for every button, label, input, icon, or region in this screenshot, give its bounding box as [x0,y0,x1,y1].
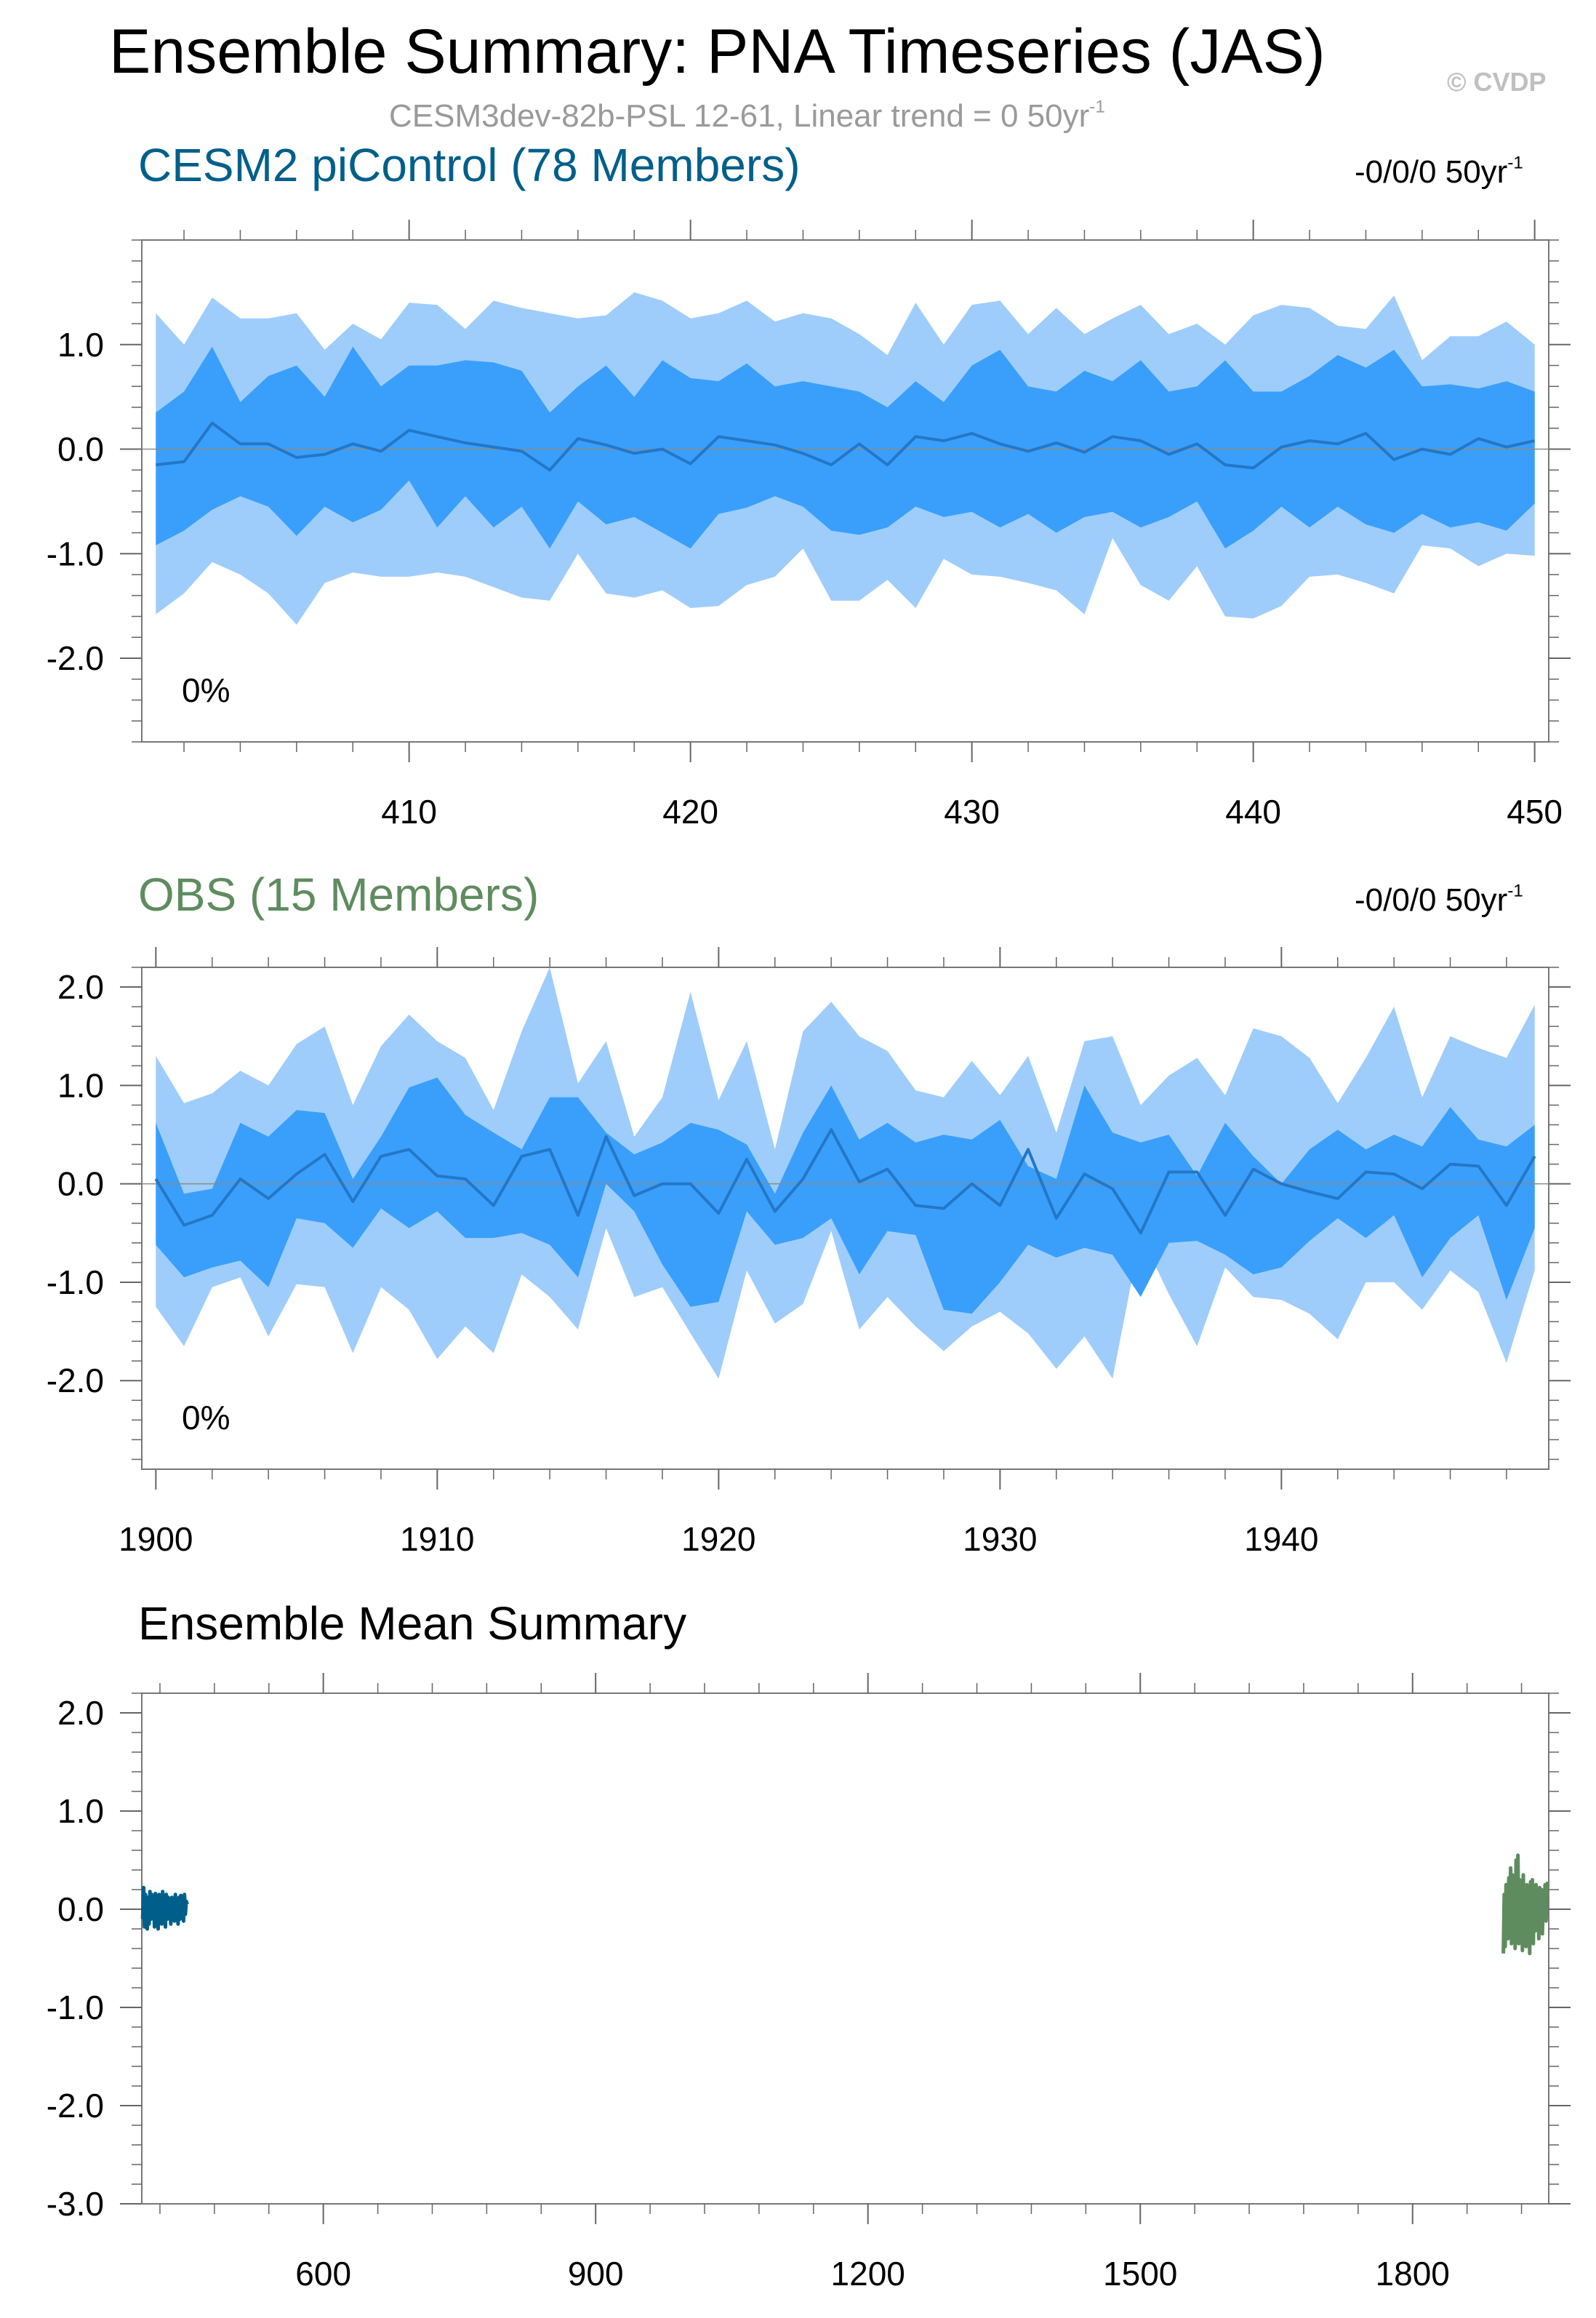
y-tick-label: 1.0 [57,1066,104,1104]
x-tick-label: 420 [662,793,718,831]
x-tick-label: 1930 [963,1520,1037,1558]
panel1-trend-text: -0/0/0 50yr [1355,154,1508,190]
subtitle-sup: -1 [1089,97,1105,117]
panel2-axes: 2.0 1.0 0.0 -1.0 -2.0 1900 1910 1920 1930 1940 0% [47,947,1571,1558]
panel2-title: OBS (15 Members) [138,868,540,921]
x-tick-label: 1920 [681,1520,755,1558]
plot-frame [141,967,1549,1470]
x-tick-label: 900 [568,2255,624,2293]
x-tick-label: 1800 [1376,2255,1450,2293]
x-tick-label: 1200 [831,2255,905,2293]
y-tick-label: -2.0 [47,639,104,677]
copyright-label: © CVDP [1447,67,1547,97]
y-tick-label: 0.0 [57,1165,104,1203]
subtitle: CESM3dev-82b-PSL 12-61, Linear trend = 0… [389,98,1105,135]
x-tick-label: 450 [1507,793,1563,831]
x-tick-label: 600 [295,2255,351,2293]
percent-label: 0% [182,671,230,709]
y-tick-label: -1.0 [47,535,104,572]
x-tick-label: 1940 [1244,1520,1318,1558]
y-tick-label: 0.0 [57,431,104,468]
panel2-trend-sup: -1 [1507,881,1523,901]
x-tick-label: 440 [1225,793,1281,831]
y-tick-label: -2.0 [47,2087,104,2125]
y-tick-label: 2.0 [57,1694,104,1732]
percent-label: 0% [182,1399,230,1436]
panel1-axes: 1.0 0.0 -1.0 -2.0 410 420 430 440 450 0% [47,220,1571,831]
x-tick-label: 410 [381,793,437,831]
obs-mean-line [1501,1853,1550,1956]
x-tick-label: 1500 [1103,2255,1177,2293]
y-tick-label: 1.0 [57,326,104,364]
mean-line [156,421,1536,472]
panel1-trend-sup: -1 [1507,153,1523,173]
x-tick-label: 1900 [119,1520,193,1558]
panel2-trend-text: -0/0/0 50yr [1355,882,1508,918]
inner-band [156,346,1535,549]
panel3-title: Ensemble Mean Summary [138,1597,687,1650]
y-tick-label: -1.0 [47,1989,104,2026]
main-title: Ensemble Summary: PNA Timeseries (JAS) [109,17,1326,87]
panel1-title: CESM2 piControl (78 Members) [138,139,801,191]
mean-line [154,1128,1536,1235]
panel1-trend: -0/0/0 50yr-1 [1355,154,1523,191]
subtitle-text: CESM3dev-82b-PSL 12-61, Linear trend = 0… [389,98,1090,134]
y-tick-label: -3.0 [47,2185,104,2223]
x-tick-label: 1910 [400,1520,474,1558]
y-tick-label: 0.0 [57,1890,104,1928]
y-tick-label: 1.0 [57,1792,104,1830]
panel2-trend: -0/0/0 50yr-1 [1355,882,1523,919]
x-tick-label: 430 [944,793,1000,831]
y-tick-label: -2.0 [47,1362,104,1399]
y-tick-label: 2.0 [57,968,104,1006]
plot-frame [141,1692,1549,2205]
inner-band [156,1077,1535,1314]
y-tick-label: -1.0 [47,1263,104,1301]
model-mean-line [140,1885,189,1931]
panel3-axes: 2.0 1.0 0.0 -1.0 -2.0 -3.0 600 900 1200 1500 1800 [47,1673,1571,2293]
